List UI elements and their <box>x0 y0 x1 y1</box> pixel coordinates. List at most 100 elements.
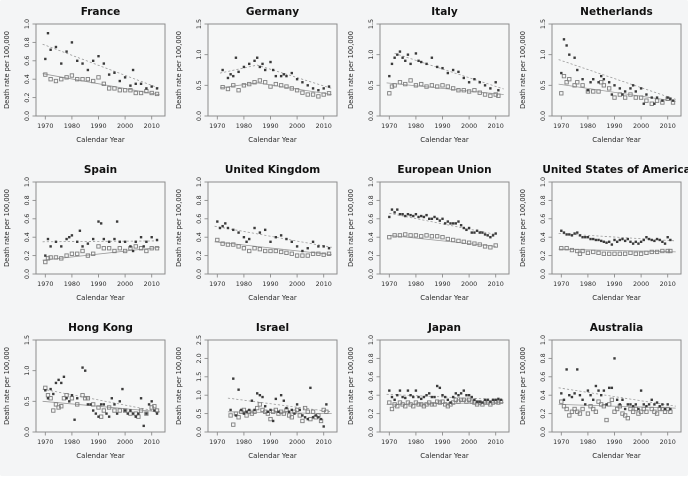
data-point-open <box>416 402 421 407</box>
data-point-open <box>435 234 440 239</box>
data-point-filled <box>229 73 232 76</box>
chart-title: United States of America <box>542 164 688 176</box>
data-point-filled <box>393 398 396 401</box>
data-point-open <box>609 397 614 402</box>
x-tick-label: 2000 <box>461 122 477 130</box>
plot-area <box>35 181 166 275</box>
data-point-filled <box>494 81 497 84</box>
data-point-filled <box>60 62 63 65</box>
data-point-open <box>440 235 445 240</box>
data-point-open <box>241 246 247 251</box>
chart-panel-spain: Spain 1970 1980 1990 2000 2010 0.0 0.2 0.4 0.6 0.8… <box>0 160 172 318</box>
data-point-filled <box>655 401 659 404</box>
data-point-open <box>628 92 633 97</box>
data-point-filled <box>401 56 404 59</box>
x-tick-label: 2010 <box>488 438 504 446</box>
y-axis-label: Death rate per 100,000 <box>175 347 183 425</box>
y-tick-label: 0.0 <box>23 269 31 279</box>
data-point-filled <box>86 68 90 72</box>
data-point-open <box>284 84 289 89</box>
data-point-filled <box>639 389 643 392</box>
data-point-open <box>596 399 601 404</box>
data-point-filled <box>282 73 286 76</box>
data-point-open <box>281 411 286 416</box>
data-point-open <box>138 246 144 251</box>
data-point-filled <box>245 240 248 243</box>
data-point-filled <box>269 408 272 412</box>
data-point-open <box>324 409 329 414</box>
data-point-filled <box>589 394 592 397</box>
data-point-filled <box>600 239 603 243</box>
chart-svg-italy: Italy 1970 1980 1990 2000 2010 0.0 0.5 1.0 1.5 Cal… <box>347 6 510 144</box>
data-point-open <box>149 405 154 410</box>
chart-title: Israel <box>256 322 289 334</box>
data-point-open <box>289 86 294 91</box>
data-point-filled <box>446 398 450 401</box>
data-point-filled <box>618 403 622 406</box>
x-tick-label: 2000 <box>117 280 133 288</box>
data-point-filled <box>129 84 132 87</box>
data-point-open <box>152 404 157 409</box>
data-point-open <box>580 83 585 88</box>
data-point-open <box>397 233 403 238</box>
data-point-filled <box>655 96 659 99</box>
data-point-filled <box>84 369 87 372</box>
data-point-filled <box>586 236 590 239</box>
x-tick-label: 1970 <box>381 280 397 288</box>
data-point-open <box>133 90 138 96</box>
x-tick-label: 1990 <box>90 438 106 446</box>
data-point-filled <box>592 237 595 241</box>
y-tick-label: 0.0 <box>539 427 547 437</box>
data-point-open <box>144 411 149 416</box>
data-point-open <box>450 237 456 243</box>
data-point-open <box>326 91 332 96</box>
data-point-open <box>215 237 220 243</box>
data-point-filled <box>594 238 598 242</box>
y-tick-label: 1.0 <box>23 366 31 376</box>
data-point-filled <box>420 397 423 401</box>
data-point-filled <box>248 237 251 241</box>
x-tick-label: 2010 <box>316 438 332 446</box>
data-point-open <box>392 83 397 88</box>
data-point-filled <box>647 403 651 406</box>
data-point-filled <box>113 403 116 406</box>
data-point-filled <box>295 403 299 406</box>
x-axis-label: Calendar Year <box>420 452 469 460</box>
data-point-filled <box>298 408 301 412</box>
data-point-open <box>252 246 257 251</box>
data-point-filled <box>271 68 275 72</box>
data-point-open <box>273 81 278 87</box>
data-point-filled <box>285 74 288 78</box>
data-point-filled <box>285 237 288 241</box>
y-tick-label: 0.8 <box>367 353 375 363</box>
data-point-open <box>316 94 321 99</box>
data-point-filled <box>226 76 230 80</box>
data-point-open <box>305 92 310 97</box>
data-point-open <box>310 409 316 414</box>
data-point-open <box>389 84 395 89</box>
data-point-filled <box>60 245 63 248</box>
data-point-open <box>413 83 419 88</box>
data-point-filled <box>129 409 132 412</box>
data-point-filled <box>586 389 590 392</box>
trend-line-open-squares <box>42 400 160 413</box>
data-point-open <box>633 95 638 100</box>
data-point-filled <box>435 65 439 69</box>
data-point-filled <box>322 245 325 248</box>
x-tick-label: 2010 <box>316 122 332 130</box>
data-point-open <box>588 404 593 409</box>
charts-grid: France 1970 1980 1990 2000 2010 0.0 0.2 0.4 0.6 0.… <box>0 0 688 476</box>
data-point-filled <box>269 60 272 64</box>
data-point-filled <box>414 52 418 55</box>
data-point-open <box>231 242 236 247</box>
data-point-open <box>424 233 429 238</box>
data-point-filled <box>626 237 630 241</box>
data-point-filled <box>613 238 616 242</box>
x-tick-label: 2000 <box>461 280 477 288</box>
data-point-filled <box>147 403 151 406</box>
chart-svg-netherlands: Netherlands 1970 1980 1990 2000 2010 0.0 0.5 1.0… <box>519 6 682 144</box>
data-point-open <box>144 248 149 254</box>
data-point-filled <box>562 38 566 41</box>
data-point-open <box>612 251 617 256</box>
data-point-filled <box>76 397 79 400</box>
